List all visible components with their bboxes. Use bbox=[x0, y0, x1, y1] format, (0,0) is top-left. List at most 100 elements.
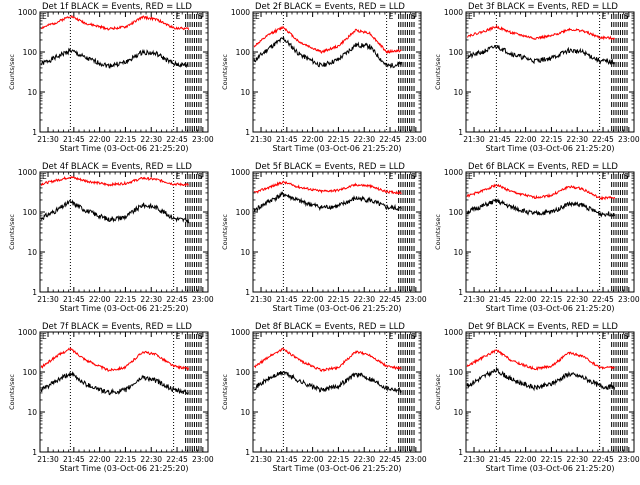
y-tick-label: 10 bbox=[27, 408, 37, 417]
x-tick-label: 22:30 bbox=[566, 455, 588, 464]
x-tick-label: 22:45 bbox=[379, 295, 401, 304]
series-line-events bbox=[467, 44, 616, 67]
x-tick-label: 22:45 bbox=[592, 295, 614, 304]
marker-e: E bbox=[389, 172, 394, 181]
x-tick-label: 22:15 bbox=[115, 295, 137, 304]
x-tick-label: 21:45 bbox=[276, 295, 298, 304]
x-tick-label: 23:00 bbox=[618, 455, 640, 464]
panel-2: Det 2f BLACK = Events, RED = LLD 1 10 100 10… bbox=[221, 2, 427, 153]
y-tick-label: 1000 bbox=[444, 328, 463, 337]
series-line-events bbox=[253, 35, 403, 69]
series-line-lld bbox=[467, 24, 616, 41]
x-tick-label: 21:30 bbox=[463, 135, 485, 144]
x-tick-label: 22:45 bbox=[379, 455, 401, 464]
marker-s: S bbox=[624, 12, 629, 21]
y-tick-label: 100 bbox=[23, 48, 38, 57]
x-tick-label: 23:00 bbox=[192, 455, 214, 464]
y-tick-label: 1000 bbox=[231, 8, 250, 17]
marker-e: E bbox=[255, 172, 260, 181]
panel-title: Det 4f BLACK = Events, RED = LLD bbox=[42, 162, 192, 172]
series-line-lld bbox=[253, 347, 402, 373]
series-line-events bbox=[466, 366, 616, 392]
panel-6: Det 6f BLACK = Events, RED = LLD 1 10 100 10… bbox=[434, 162, 640, 313]
x-tick-label: 22:30 bbox=[566, 295, 588, 304]
marker-s: S bbox=[624, 172, 629, 181]
y-axis-label: Counts/sec bbox=[434, 54, 442, 90]
panel-title: Det 9f BLACK = Events, RED = LLD bbox=[468, 322, 618, 332]
y-axis-label: Counts/sec bbox=[221, 374, 229, 410]
y-tick-label: 1000 bbox=[18, 168, 37, 177]
y-tick-label: 1 bbox=[245, 128, 250, 137]
marker-e: E bbox=[176, 12, 181, 21]
x-tick-label: 21:45 bbox=[276, 135, 298, 144]
x-tick-label: 22:00 bbox=[302, 135, 324, 144]
series-line-lld bbox=[466, 183, 616, 201]
plot-frame bbox=[39, 331, 209, 453]
y-axis-label: Counts/sec bbox=[221, 214, 229, 250]
y-tick-label: 10 bbox=[453, 248, 463, 257]
x-tick-label: 21:30 bbox=[250, 295, 272, 304]
x-tick-label: 21:30 bbox=[250, 135, 272, 144]
x-axis-label: Start Time (03-Oct-06 21:25:20) bbox=[272, 464, 401, 473]
y-tick-label: 100 bbox=[236, 48, 251, 57]
marker-e: E bbox=[468, 172, 473, 181]
marker-e: E bbox=[176, 332, 181, 341]
x-tick-label: 21:30 bbox=[463, 295, 485, 304]
series-line-events bbox=[40, 371, 190, 396]
series-line-lld bbox=[253, 180, 402, 195]
x-tick-label: 22:15 bbox=[328, 135, 350, 144]
x-axis-label: Start Time (03-Oct-06 21:25:20) bbox=[485, 304, 614, 313]
x-tick-label: 21:45 bbox=[489, 135, 511, 144]
x-tick-label: 22:30 bbox=[353, 295, 375, 304]
x-axis-label: Start Time (03-Oct-06 21:25:20) bbox=[59, 144, 188, 153]
marker-s: S bbox=[198, 12, 203, 21]
y-axis-label: Counts/sec bbox=[434, 214, 442, 250]
panel-9: Det 9f BLACK = Events, RED = LLD 1 10 100 10… bbox=[434, 322, 640, 473]
y-axis-label: Counts/sec bbox=[221, 54, 229, 90]
y-tick-label: 10 bbox=[27, 248, 37, 257]
x-tick-label: 22:45 bbox=[592, 135, 614, 144]
x-tick-label: 22:30 bbox=[353, 455, 375, 464]
x-tick-label: 21:30 bbox=[37, 295, 59, 304]
panel-8: Det 8f BLACK = Events, RED = LLD 1 10 100 10… bbox=[221, 322, 427, 473]
x-tick-label: 21:30 bbox=[250, 455, 272, 464]
marker-e: E bbox=[468, 12, 473, 21]
x-tick-label: 22:30 bbox=[353, 135, 375, 144]
x-axis-label: Start Time (03-Oct-06 21:25:20) bbox=[485, 144, 614, 153]
marker-e: E bbox=[42, 172, 47, 181]
y-tick-label: 10 bbox=[240, 88, 250, 97]
plot-frame bbox=[252, 331, 422, 453]
x-tick-label: 22:45 bbox=[166, 135, 188, 144]
series-line-lld bbox=[253, 25, 402, 54]
x-tick-label: 22:30 bbox=[566, 135, 588, 144]
x-tick-label: 22:15 bbox=[115, 135, 137, 144]
y-axis-label: Counts/sec bbox=[8, 374, 16, 410]
x-tick-label: 22:45 bbox=[592, 455, 614, 464]
y-tick-label: 100 bbox=[449, 208, 464, 217]
x-tick-label: 22:30 bbox=[140, 455, 162, 464]
x-tick-label: 22:30 bbox=[140, 135, 162, 144]
panel-title: Det 2f BLACK = Events, RED = LLD bbox=[255, 2, 405, 12]
x-tick-label: 21:30 bbox=[463, 455, 485, 464]
x-tick-label: 23:00 bbox=[405, 455, 427, 464]
x-axis-label: Start Time (03-Oct-06 21:25:20) bbox=[59, 304, 188, 313]
x-tick-label: 22:15 bbox=[541, 455, 563, 464]
series-line-lld bbox=[40, 347, 190, 372]
y-axis-label: Counts/sec bbox=[8, 214, 16, 250]
y-axis-label: Counts/sec bbox=[434, 374, 442, 410]
x-tick-label: 23:00 bbox=[618, 295, 640, 304]
x-tick-label: 22:00 bbox=[515, 455, 537, 464]
y-tick-label: 1 bbox=[32, 288, 37, 297]
marker-e: E bbox=[42, 12, 47, 21]
y-tick-label: 1000 bbox=[231, 168, 250, 177]
panel-3: Det 3f BLACK = Events, RED = LLD 1 10 100 10… bbox=[434, 2, 640, 153]
x-tick-label: 22:45 bbox=[166, 455, 188, 464]
panel-title: Det 8f BLACK = Events, RED = LLD bbox=[255, 322, 405, 332]
x-tick-label: 21:45 bbox=[63, 135, 85, 144]
series-line-lld bbox=[40, 14, 190, 31]
y-tick-label: 10 bbox=[453, 408, 463, 417]
x-tick-label: 21:45 bbox=[276, 455, 298, 464]
x-tick-label: 22:00 bbox=[89, 135, 111, 144]
marker-s: S bbox=[624, 332, 629, 341]
